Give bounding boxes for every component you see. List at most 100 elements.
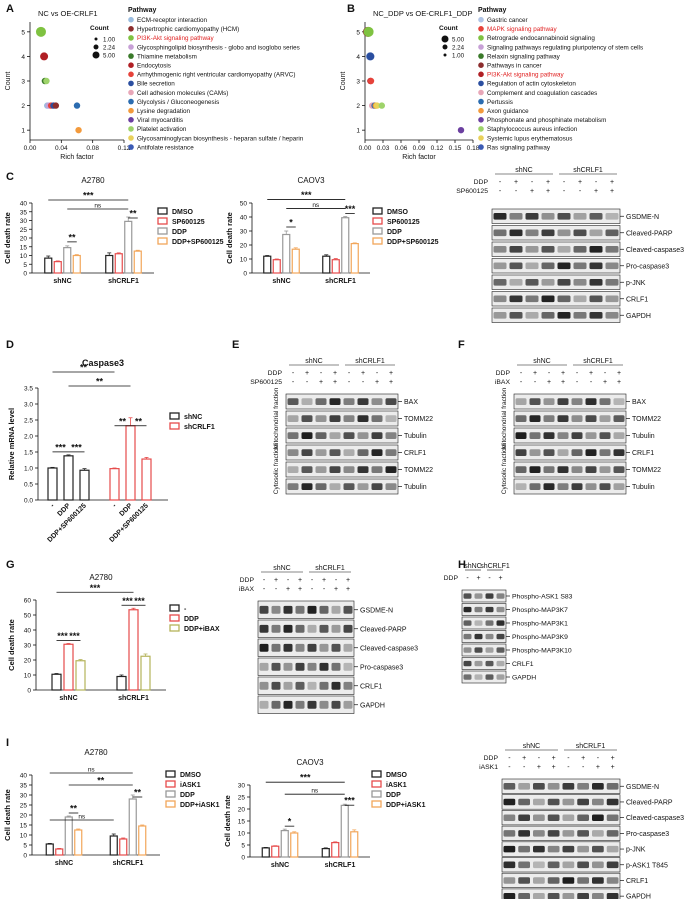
panel-letter-F: F — [458, 339, 465, 351]
band — [606, 861, 619, 869]
band — [518, 877, 530, 884]
band — [331, 700, 341, 709]
legend-label: DMSO — [387, 209, 409, 216]
treatment-sign: - — [348, 379, 351, 386]
y-tick-label: 60 — [24, 598, 32, 605]
y-tick-label: 0 — [241, 855, 245, 862]
legend-label: DDP — [184, 616, 199, 623]
band — [585, 466, 597, 473]
band — [329, 449, 341, 456]
band-label: CRLF1 — [626, 296, 648, 303]
treatment-sign: - — [579, 188, 582, 195]
band-label: Cleaved-caspase3 — [626, 815, 684, 822]
band — [529, 466, 541, 473]
band — [613, 398, 625, 405]
category-label: - — [111, 502, 118, 509]
bar — [261, 847, 270, 858]
treatment-sign: - — [515, 188, 518, 195]
band-label: TOMM22 — [404, 416, 433, 423]
band — [259, 700, 269, 709]
significance-label: ** — [96, 377, 104, 387]
band-label: Tubulin — [404, 433, 427, 440]
y-axis-label: Cell death rate — [3, 212, 12, 264]
chart-title: Caspase3 — [82, 358, 124, 368]
legend-swatch — [157, 237, 168, 245]
band — [605, 295, 619, 303]
group-header: shCRLF1 — [576, 743, 606, 750]
band — [606, 783, 619, 790]
band — [533, 877, 545, 884]
pathway-dot — [478, 135, 484, 141]
y-tick-label: 50 — [240, 201, 248, 208]
treatment-sign: + — [537, 764, 541, 771]
pathway-dot — [128, 98, 134, 105]
bar — [63, 455, 74, 501]
panel-letter-I: I — [6, 737, 9, 749]
y-tick-label: 4 — [356, 54, 360, 61]
size-legend-title: Count — [439, 25, 459, 32]
pathway-dot — [478, 144, 484, 150]
band — [541, 229, 555, 237]
band — [271, 681, 281, 690]
band — [301, 466, 313, 473]
band — [307, 662, 317, 671]
band — [271, 643, 281, 652]
treatment-label: DDP — [474, 179, 489, 186]
chart-title: A2780 — [81, 176, 105, 185]
band — [518, 892, 530, 899]
bubble-chart-B: NC_DDP vs OE-CRLF1_DDP 1 2 3 4 5 0.00 0.03 0.06 0… — [340, 7, 643, 161]
treatment-sign: - — [531, 179, 534, 186]
pathway-legend-item: Endocytosis — [137, 63, 171, 70]
band — [557, 312, 571, 319]
treatment-sign: - — [311, 577, 314, 584]
y-tick-label: 1 — [21, 128, 25, 135]
data-point — [373, 102, 381, 109]
y-tick-label: 10 — [24, 673, 32, 680]
band — [357, 415, 369, 422]
band — [557, 466, 569, 473]
pathway-dot — [478, 117, 484, 123]
band — [518, 783, 530, 790]
band — [613, 466, 625, 473]
treatment-label: DDP — [268, 370, 283, 377]
legend-label: SP600125 — [387, 219, 420, 226]
treatment-sign: - — [567, 764, 570, 771]
band — [585, 483, 597, 490]
band — [509, 312, 523, 319]
band — [301, 483, 313, 490]
significance-label: *** — [345, 204, 356, 214]
bar-chart-C-CAOV3: CAOV3 0 10 20 30 40 50 Cell death rate shNC shCRL… — [225, 176, 439, 285]
band-label: CRLF1 — [512, 661, 534, 668]
pathway-dot — [478, 107, 484, 114]
size-legend-label: 2.24 — [103, 45, 116, 52]
band — [589, 213, 603, 220]
pathway-dot — [128, 80, 134, 87]
treatment-sign: + — [611, 764, 615, 771]
band — [331, 643, 341, 652]
band — [543, 466, 555, 473]
band — [543, 415, 555, 422]
treatment-sign: - — [523, 764, 526, 771]
band — [463, 660, 472, 667]
treatment-sign: + — [319, 379, 323, 386]
bar — [64, 816, 73, 856]
treatment-sign: + — [561, 370, 565, 377]
pathway-dot — [128, 144, 134, 150]
significance-label: ns — [78, 814, 86, 821]
band — [271, 605, 281, 614]
band — [503, 892, 516, 899]
pathway-legend-item: Complement and coagulation cascades — [487, 90, 597, 97]
treatment-sign: + — [298, 577, 302, 584]
data-point — [52, 102, 60, 109]
treatment-sign: + — [522, 755, 526, 762]
y-tick-label: 5 — [23, 843, 27, 850]
x-tick-label: 0.15 — [449, 145, 462, 152]
band — [525, 262, 539, 270]
legend-swatch — [165, 770, 176, 778]
bar — [272, 259, 281, 274]
significance-label: ns — [312, 202, 320, 209]
band — [515, 415, 527, 422]
pathway-legend-item: Glycolysis / Gluconeogenesis — [137, 99, 219, 106]
